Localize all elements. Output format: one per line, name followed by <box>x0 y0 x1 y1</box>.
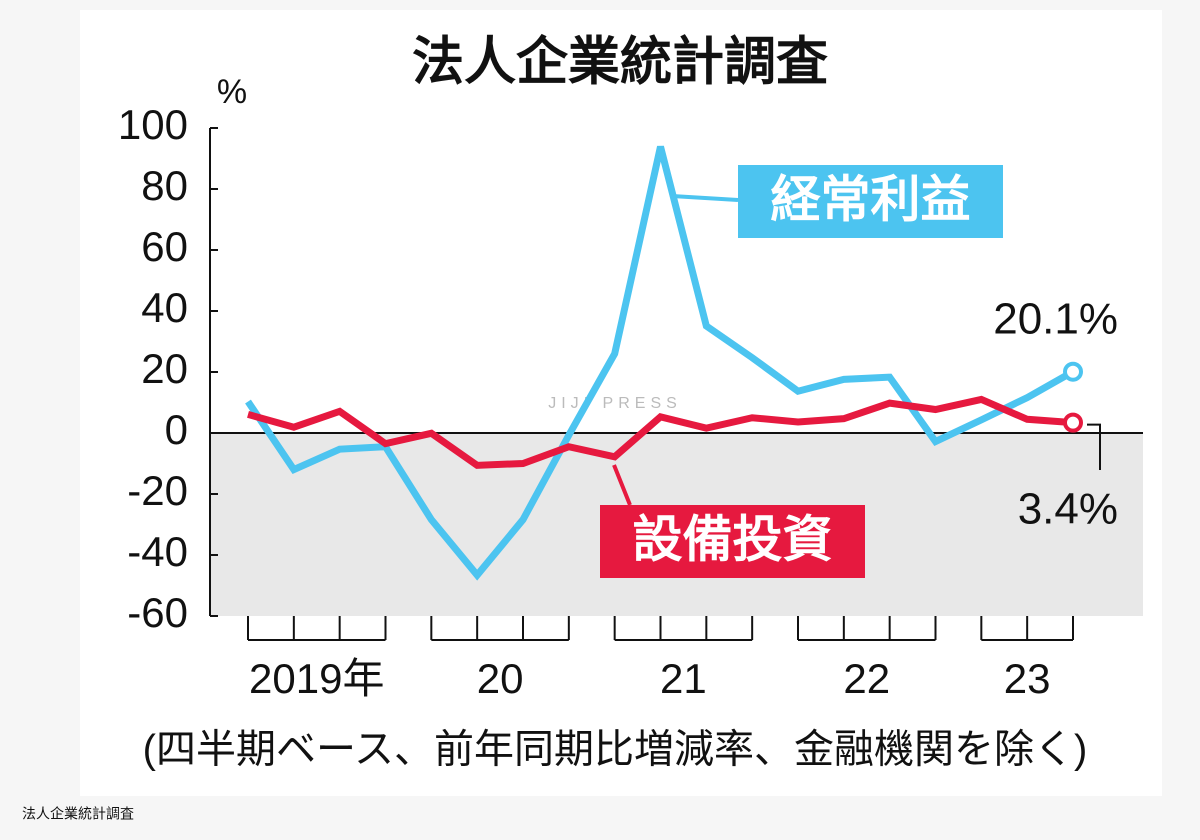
y-tick-label: -40 <box>127 528 188 575</box>
y-tick-label: 80 <box>141 162 188 209</box>
leader <box>1087 423 1101 470</box>
watermark: JIJI PRESS <box>548 395 682 412</box>
label-pointer <box>612 464 632 506</box>
value-label: 20.1% <box>993 295 1118 344</box>
x-tick-label: 20 <box>477 655 524 702</box>
legend-box <box>738 165 1003 238</box>
y-unit: % <box>217 73 247 111</box>
y-tick-label: 100 <box>118 101 188 148</box>
y-tick-label: 20 <box>141 345 188 392</box>
x-tick-label: 21 <box>660 655 707 702</box>
subtitle: (四半期ベース、前年同期比増減率、金融機関を除く) <box>143 728 1088 772</box>
label-pointer <box>671 194 739 202</box>
x-tick-label: 23 <box>1004 655 1051 702</box>
legend-label: 経常利益 <box>771 172 971 228</box>
legend-label: 設備投資 <box>633 512 833 568</box>
y-tick-label: -60 <box>127 589 188 636</box>
value-label: 3.4% <box>1018 485 1118 534</box>
x-tick-label: 2019年 <box>249 655 384 702</box>
x-tick-label: 22 <box>843 655 890 702</box>
y-tick-label: 60 <box>141 223 188 270</box>
y-tick-label: -20 <box>127 467 188 514</box>
chart-title: 法人企業統計調査 <box>412 34 828 92</box>
y-tick-label: 0 <box>165 406 188 453</box>
series-line <box>247 395 1074 469</box>
end-marker <box>1063 361 1083 382</box>
legend-box <box>600 505 865 578</box>
caption: 法人企業統計調査 <box>22 806 134 822</box>
end-marker <box>1063 412 1083 433</box>
y-tick-label: 40 <box>141 284 188 331</box>
